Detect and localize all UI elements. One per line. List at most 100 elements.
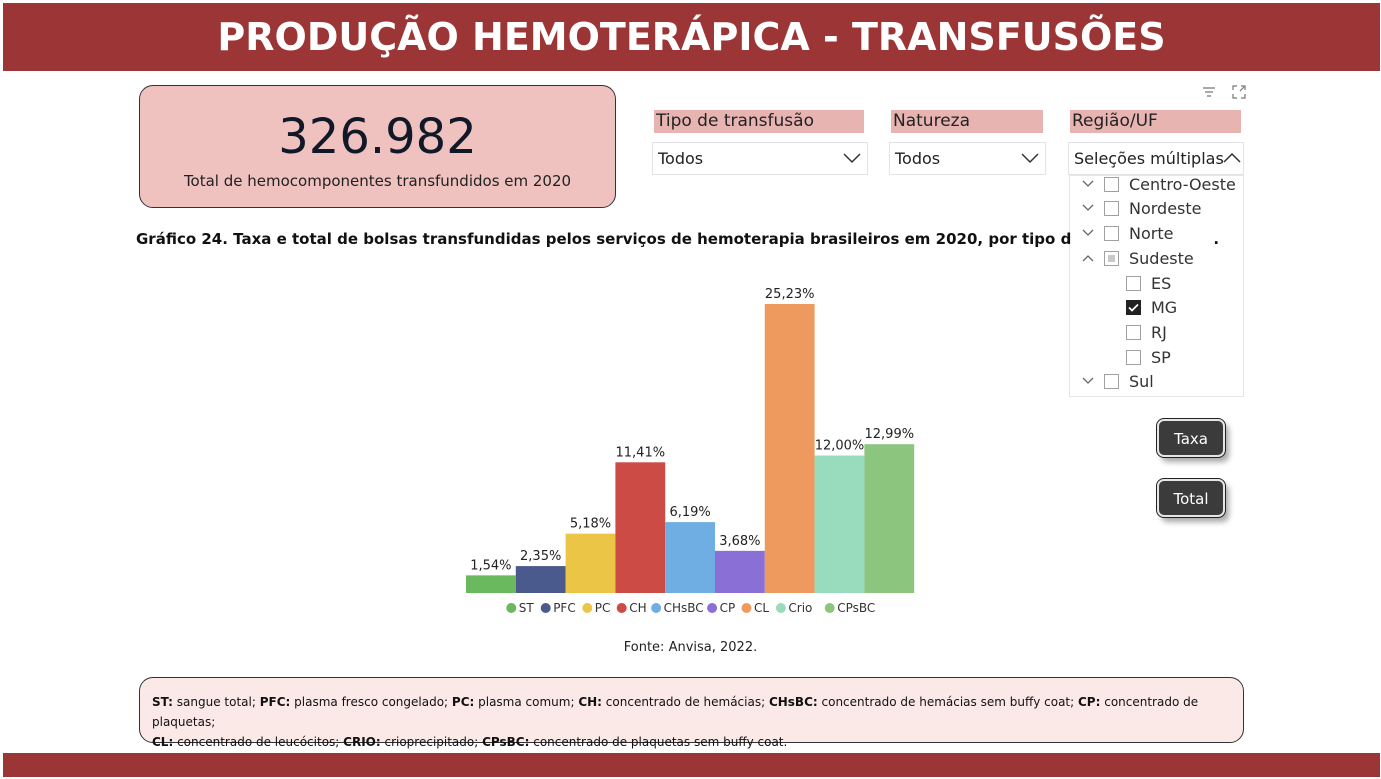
checkbox[interactable] <box>1126 349 1141 365</box>
tree-item-label: Sul <box>1129 371 1154 391</box>
chevron-down-icon[interactable] <box>1082 376 1094 386</box>
bar-cp[interactable] <box>715 550 765 593</box>
legend-label: ST <box>519 601 535 615</box>
dropdown-value: Seleções múltiplas <box>1074 149 1224 168</box>
footnote-abbr: PFC: <box>259 695 291 709</box>
checkbox-checked[interactable] <box>1126 299 1141 315</box>
tree-item-nordeste[interactable]: Nordeste <box>1082 197 1202 219</box>
bar-cpsbc[interactable] <box>864 444 915 593</box>
tree-item-label: Norte <box>1129 223 1174 243</box>
footnote-text: concentrado de plaquetas; <box>152 695 1199 729</box>
checkbox[interactable] <box>1104 200 1119 216</box>
tree-item-rj[interactable]: RJ <box>1126 321 1167 343</box>
taxa-button[interactable]: Taxa <box>1156 418 1226 458</box>
legend-label: CL <box>754 601 769 615</box>
filter-icon[interactable] <box>1201 84 1217 100</box>
bar-ch[interactable] <box>615 462 666 593</box>
chevron-up-icon <box>1223 152 1241 163</box>
total-button[interactable]: Total <box>1156 478 1226 518</box>
checkbox[interactable] <box>1104 176 1119 192</box>
chevron-down-icon[interactable] <box>1082 203 1094 213</box>
footnote-abbr: CHsBC: <box>768 695 818 709</box>
chart-title-tail: . <box>1213 230 1220 248</box>
chevron-up-icon[interactable] <box>1082 253 1094 263</box>
slicer-title-natureza: Natureza <box>891 110 1043 133</box>
checkbox-partial[interactable] <box>1104 250 1119 266</box>
chevron-down-icon[interactable] <box>1082 179 1094 189</box>
kpi-card: 326.982 Total de hemocomponentes transfu… <box>139 85 616 208</box>
bar-st[interactable] <box>466 575 516 593</box>
footnote-abbr: CH: <box>578 695 602 709</box>
footnote-abbr: PC: <box>451 695 475 709</box>
tree-item-sp[interactable]: SP <box>1126 346 1171 368</box>
chevron-down-icon[interactable] <box>1082 228 1094 238</box>
legend-marker <box>741 603 752 613</box>
data-label: 12,00% <box>815 439 865 454</box>
footnote-abbr: CPsBC: <box>482 735 530 749</box>
bar-chsbc[interactable] <box>665 522 715 593</box>
tree-item-label: ES <box>1151 273 1172 293</box>
page-title: PRODUÇÃO HEMOTERÁPICA - TRANSFUSÕES <box>217 15 1166 59</box>
footnote-abbr: CRIO: <box>343 735 381 749</box>
footnote-text: plasma comum; <box>474 695 579 709</box>
abbreviations-note: ST: sangue total; PFC: plasma fresco con… <box>139 677 1244 749</box>
visual-header-icons <box>1201 84 1247 100</box>
tree-item-mg[interactable]: MG <box>1126 296 1177 318</box>
region-tree-list: Centro-Oeste Nordeste Norte Sudeste ES M… <box>1069 175 1244 397</box>
tree-item-label: Centro-Oeste <box>1129 174 1236 194</box>
data-label: 1,54% <box>470 558 511 573</box>
checkbox[interactable] <box>1104 373 1119 389</box>
kpi-label: Total de hemocomponentes transfundidos e… <box>183 172 572 190</box>
footnote-text: concentrado de plaquetas sem buffy coat. <box>529 735 788 749</box>
checkbox[interactable] <box>1104 225 1119 241</box>
tree-item-es[interactable]: ES <box>1126 272 1171 294</box>
footnote-text: sangue total; <box>172 695 260 709</box>
footer-bar <box>3 753 1380 777</box>
focus-mode-icon[interactable] <box>1231 84 1247 100</box>
data-label: 25,23% <box>765 287 815 302</box>
legend-marker <box>824 603 835 613</box>
legend-label: PFC <box>553 601 576 615</box>
dropdown-regiao-uf[interactable]: Seleções múltiplas <box>1068 142 1244 175</box>
data-label: 11,41% <box>616 445 666 460</box>
header-bar: PRODUÇÃO HEMOTERÁPICA - TRANSFUSÕES <box>3 3 1380 71</box>
legend-label: CH <box>629 601 646 615</box>
dropdown-natureza[interactable]: Todos <box>889 142 1046 175</box>
tree-item-centro-oeste[interactable]: Centro-Oeste <box>1082 173 1236 195</box>
legend-marker <box>506 603 517 613</box>
data-label: 5,18% <box>570 517 611 532</box>
legend-label: PC <box>595 601 611 615</box>
data-label: 12,99% <box>865 427 915 442</box>
tree-item-sul[interactable]: Sul <box>1082 370 1154 392</box>
dropdown-value: Todos <box>895 149 941 168</box>
checkbox[interactable] <box>1126 324 1141 340</box>
tree-item-label: Nordeste <box>1129 198 1202 218</box>
footnote-text: concentrado de leucócitos; <box>173 735 344 749</box>
tree-item-label: SP <box>1151 347 1171 367</box>
tree-item-norte[interactable]: Norte <box>1082 222 1173 244</box>
data-label: 2,35% <box>520 549 561 564</box>
bar-pfc[interactable] <box>515 566 566 593</box>
chart-title: Gráfico 24. Taxa e total de bolsas trans… <box>136 230 1219 248</box>
kpi-value: 326.982 <box>278 109 477 165</box>
bar-crio[interactable] <box>814 455 865 593</box>
footnote-abbr: ST: <box>152 695 173 709</box>
footnote-text: concentrado de hemácias sem buffy coat; <box>817 695 1078 709</box>
checkmark-icon <box>1128 303 1139 312</box>
bar-pc[interactable] <box>565 533 616 593</box>
tree-item-label: MG <box>1151 297 1178 317</box>
legend-label: CPsBC <box>837 601 875 615</box>
chevron-down-icon <box>1021 153 1039 164</box>
tree-item-sudeste[interactable]: Sudeste <box>1082 247 1194 269</box>
chart-title-text: Gráfico 24. Taxa e total de bolsas trans… <box>136 230 1072 248</box>
legend-marker <box>616 603 627 613</box>
chart-source: Fonte: Anvisa, 2022. <box>623 640 758 655</box>
dropdown-tipo-transfusao[interactable]: Todos <box>652 142 868 175</box>
chevron-down-icon <box>843 153 861 164</box>
checkbox[interactable] <box>1126 275 1141 291</box>
legend-label: CP <box>720 601 736 615</box>
bar-chart: 1,54% 2,35% 5,18% 11,41% 6,19% 3,68% 25,23% 12,… <box>466 287 915 615</box>
bar-cl[interactable] <box>764 304 815 593</box>
legend-label: Crio <box>788 601 812 615</box>
legend-marker <box>707 603 718 613</box>
